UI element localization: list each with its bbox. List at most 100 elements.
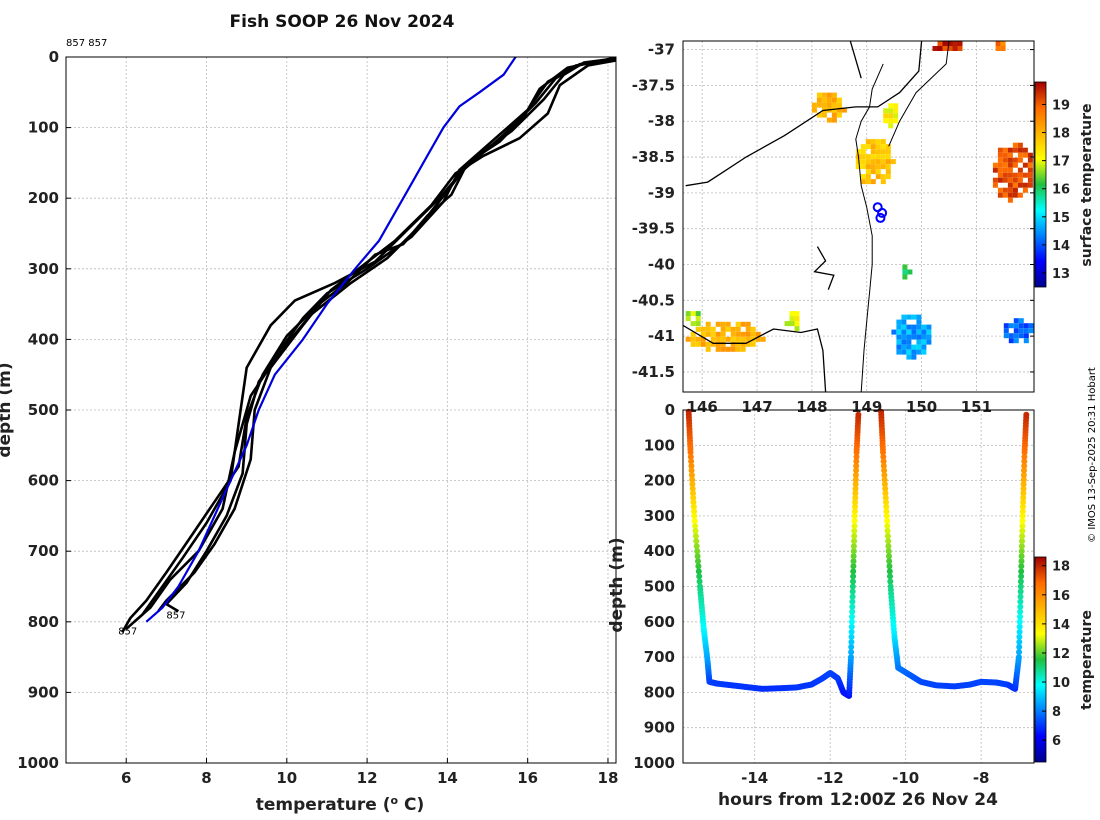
sst-cell (1022, 162, 1028, 168)
cast-point (848, 644, 855, 650)
map-colorbar-tick-label: 19 (1052, 98, 1070, 113)
sst-cell (875, 169, 881, 175)
sst-cell (1013, 328, 1019, 334)
cast-point (883, 512, 890, 519)
sst-patch (932, 41, 963, 51)
sst-cell (789, 321, 795, 327)
sst-cell (875, 164, 881, 170)
sst-cell (916, 324, 922, 330)
sst-cell (1003, 323, 1009, 329)
cast-point (884, 528, 891, 534)
sst-cell (1018, 333, 1024, 339)
sst-cell (901, 349, 907, 355)
sst-cell (855, 159, 861, 165)
sst-cell (896, 329, 902, 335)
sst-cell (883, 113, 889, 119)
cast-point (848, 628, 855, 635)
sst-cell (916, 344, 922, 350)
sst-cell (700, 336, 706, 342)
sst-cell (745, 341, 751, 347)
sst-cell (997, 157, 1003, 163)
sst-cell (865, 139, 871, 145)
sst-cell (700, 331, 706, 337)
cast-point (1020, 485, 1027, 492)
cast-point (849, 598, 856, 605)
cast-point (853, 463, 860, 469)
section-colorbar (1034, 556, 1047, 763)
sst-cell (1017, 147, 1023, 153)
section-colorbar-tick-label: 14 (1052, 618, 1070, 633)
sst-cell (730, 331, 736, 337)
sst-cell (885, 154, 891, 160)
sst-cell (1003, 328, 1009, 334)
cast-point (848, 633, 855, 640)
sst-cell (1017, 172, 1023, 178)
sst-cell (750, 331, 756, 337)
sst-cell (870, 149, 876, 155)
sst-cell (888, 103, 894, 109)
section-colorbar-tick-label: 6 (1052, 734, 1061, 749)
sst-cell (1028, 323, 1034, 329)
sst-cell (1027, 167, 1033, 173)
sst-cell (906, 329, 912, 335)
sst-cell (745, 336, 751, 342)
sst-cell (1007, 192, 1013, 198)
sst-patch (685, 321, 766, 352)
cast-point (851, 538, 858, 545)
cast-point (1019, 512, 1026, 519)
sst-cell (1002, 162, 1008, 168)
sst-cell (755, 331, 761, 337)
sst-cell (992, 162, 998, 168)
profile-y-axis-label: depth (m) (0, 362, 15, 457)
sst-cell (831, 117, 837, 123)
cast-point (1020, 490, 1027, 497)
sst-cell (911, 329, 917, 335)
sst-patch (883, 103, 899, 129)
cast-point (1020, 494, 1027, 501)
cast-point (1021, 463, 1028, 469)
section-y-tick-label: 100 (644, 436, 675, 454)
cast-point (886, 553, 892, 560)
profile-x-tick-label: 14 (437, 769, 458, 787)
sst-cell (916, 334, 922, 340)
sst-cell (831, 112, 837, 118)
cast-point (1019, 528, 1026, 534)
cast-point (852, 472, 859, 479)
map-y-tick-label: -41.5 (632, 363, 675, 381)
sst-cell (760, 336, 766, 342)
cast-point (689, 485, 696, 492)
sst-cell (916, 339, 922, 345)
shelf-contour (855, 63, 884, 392)
coastline (813, 246, 835, 290)
sst-cell (1013, 338, 1019, 344)
section-colorbar-tick-label: 18 (1052, 560, 1070, 575)
sst-cell (831, 107, 837, 113)
sst-cell (720, 346, 726, 352)
sst-cell (916, 319, 922, 325)
cast-point (853, 458, 860, 465)
profile-y-tick-label: 800 (28, 613, 59, 631)
sst-patch (784, 311, 800, 332)
sst-cell (1002, 177, 1008, 183)
cast-point (1023, 411, 1030, 418)
sst-cell (901, 329, 907, 335)
sst-cell (725, 336, 731, 342)
sst-cell (997, 192, 1003, 198)
sst-cell (860, 149, 866, 155)
cast-point (885, 543, 892, 550)
sst-cell (821, 97, 827, 103)
sst-cell (880, 139, 886, 145)
cast-point (1017, 603, 1024, 610)
cast-point (852, 485, 859, 492)
sst-cell (885, 149, 891, 155)
sst-cell (942, 41, 948, 46)
cast-point (1019, 533, 1026, 540)
cast-point (884, 523, 891, 529)
cast-point (688, 467, 695, 474)
profile-x-tick-label: 16 (517, 769, 538, 787)
sst-cell (705, 341, 711, 347)
section-x-axis-label: hours from 12:00Z 26 Nov 24 (718, 790, 998, 810)
cast-point (1019, 508, 1026, 515)
sst-cell (695, 341, 701, 347)
cast-point (849, 588, 856, 595)
